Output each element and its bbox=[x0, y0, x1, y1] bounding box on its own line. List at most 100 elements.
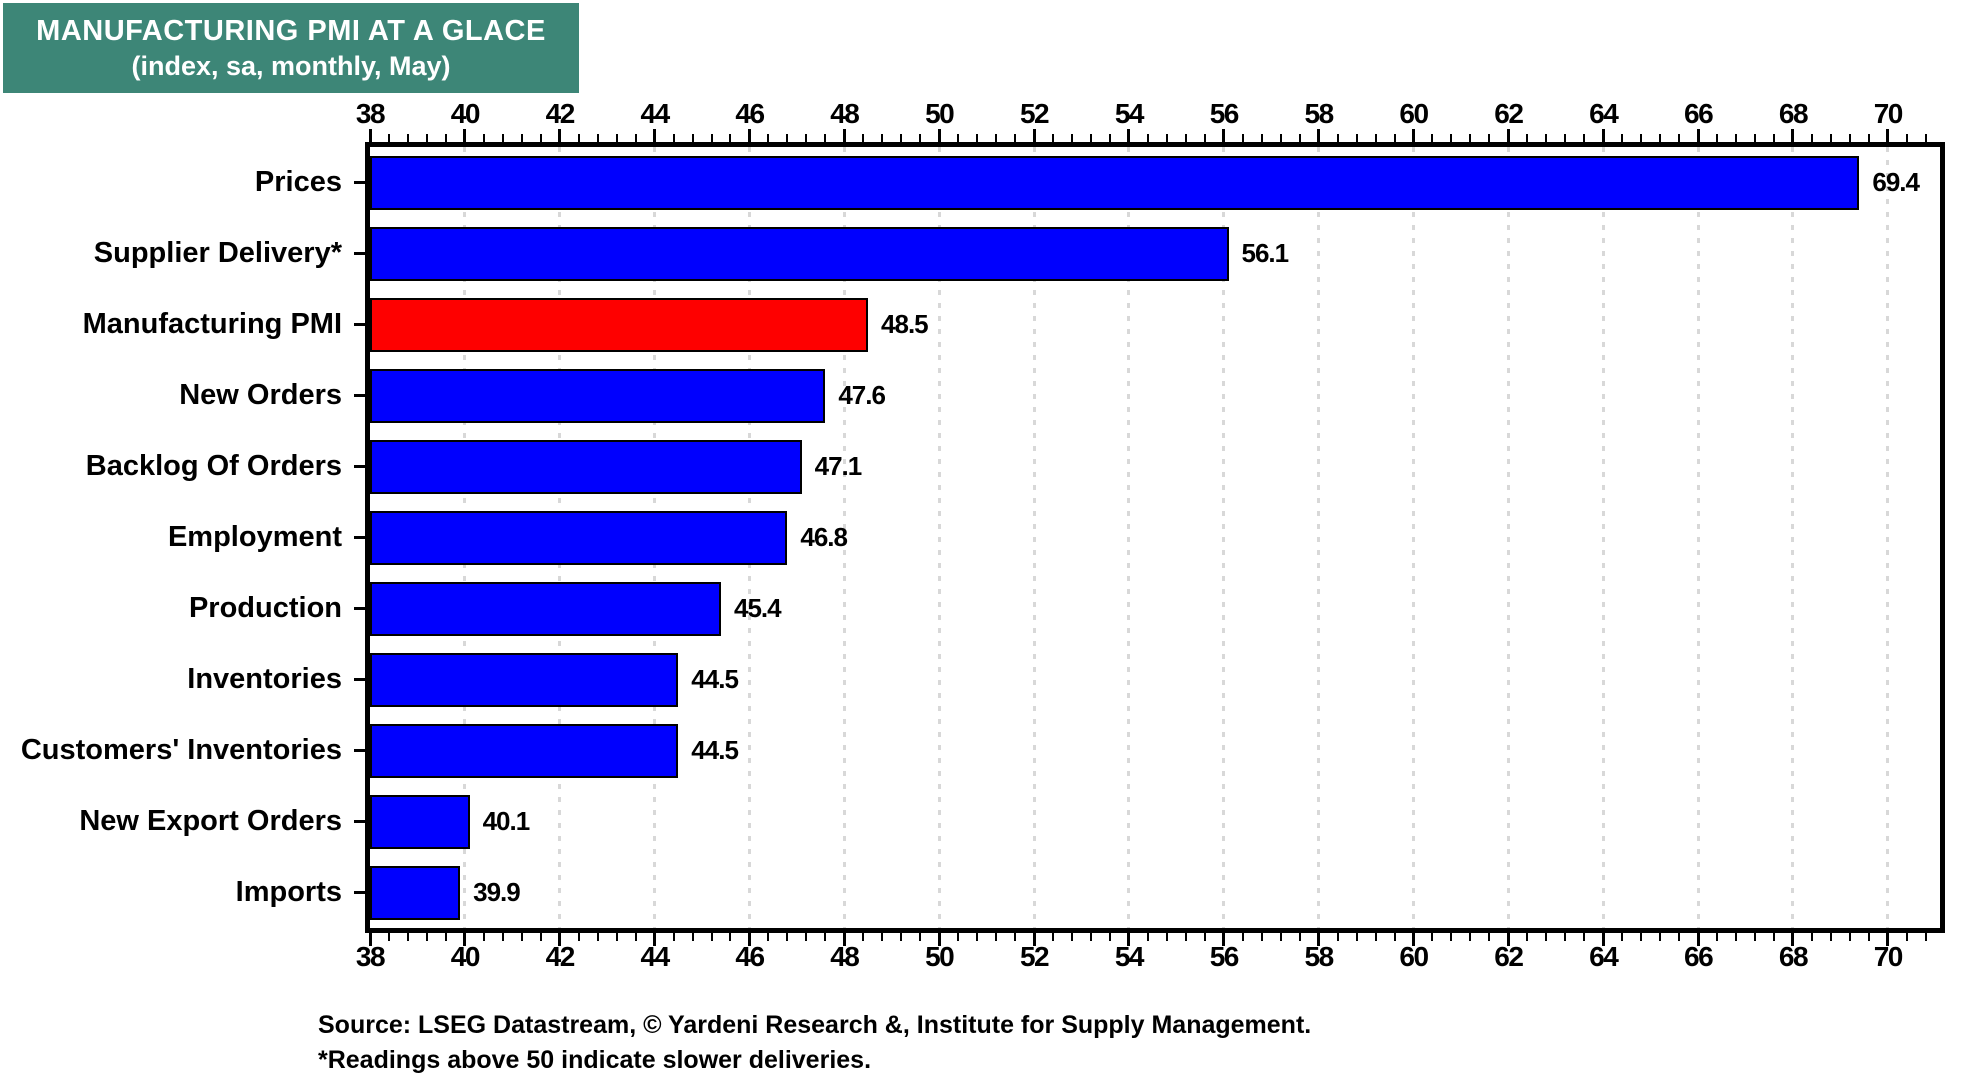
category-axis: Prices Supplier Delivery* Manufacturing PM… bbox=[0, 147, 342, 928]
minor-tick-bottom bbox=[596, 933, 599, 941]
minor-tick-top bbox=[406, 134, 409, 142]
minor-tick-top bbox=[520, 134, 523, 142]
minor-tick-top bbox=[1089, 134, 1092, 142]
minor-tick-bottom bbox=[1640, 933, 1643, 941]
minor-tick-bottom bbox=[1526, 933, 1529, 941]
x-axis-label-bottom: 50 bbox=[925, 941, 955, 972]
bar-value-label: 69.4 bbox=[1872, 167, 1920, 197]
major-tick-top bbox=[1601, 129, 1605, 142]
x-axis-label-top: 40 bbox=[450, 98, 481, 129]
major-tick-bottom bbox=[1791, 933, 1795, 946]
minor-tick-bottom bbox=[1355, 933, 1358, 941]
minor-tick-bottom bbox=[824, 933, 827, 941]
minor-tick-top bbox=[1678, 134, 1681, 142]
gridline bbox=[1032, 147, 1036, 928]
minor-tick-bottom bbox=[1735, 933, 1738, 941]
category-label: Customers' Inventories bbox=[20, 734, 342, 766]
minor-tick-top bbox=[1829, 134, 1832, 142]
major-tick-top bbox=[1791, 129, 1795, 142]
bar-value-label: 47.1 bbox=[814, 451, 863, 481]
category-label: Manufacturing PMI bbox=[82, 308, 342, 340]
minor-tick-top bbox=[577, 134, 580, 142]
minor-tick-bottom bbox=[634, 933, 637, 941]
minor-tick-bottom bbox=[957, 933, 960, 941]
major-tick-top bbox=[1127, 129, 1131, 142]
minor-tick-bottom bbox=[1754, 933, 1756, 941]
minor-tick-top bbox=[1659, 134, 1662, 142]
minor-tick-bottom bbox=[1545, 933, 1548, 941]
minor-tick-top bbox=[1146, 134, 1149, 142]
bar-value-label: 48.5 bbox=[881, 309, 929, 339]
minor-tick-bottom bbox=[1241, 933, 1244, 941]
minor-tick-bottom bbox=[1431, 933, 1434, 941]
minor-tick-top bbox=[539, 134, 542, 142]
minor-tick-top bbox=[1165, 134, 1168, 142]
minor-tick-top bbox=[1640, 134, 1643, 142]
minor-tick-bottom bbox=[1716, 933, 1719, 941]
x-axis-label-bottom: 42 bbox=[545, 941, 576, 972]
minor-tick-top bbox=[957, 134, 960, 142]
bar bbox=[370, 226, 1229, 281]
minor-tick-top bbox=[805, 134, 808, 142]
minor-tick-top bbox=[1393, 134, 1396, 142]
bar bbox=[370, 581, 721, 636]
major-tick-bottom bbox=[747, 933, 751, 946]
minor-tick-bottom bbox=[1621, 933, 1624, 941]
minor-tick-bottom bbox=[729, 933, 732, 941]
major-tick-top bbox=[747, 129, 751, 142]
major-tick-top bbox=[1222, 129, 1226, 142]
major-tick-bottom bbox=[558, 933, 562, 946]
bar bbox=[370, 865, 461, 920]
category-tick bbox=[354, 252, 365, 255]
x-axis-label-top: 50 bbox=[925, 98, 955, 129]
minor-tick-top bbox=[1469, 134, 1472, 142]
minor-tick-bottom bbox=[1374, 933, 1377, 941]
x-axis-label-top: 52 bbox=[1019, 98, 1050, 129]
major-tick-top bbox=[1032, 129, 1036, 142]
category-tick bbox=[354, 181, 365, 184]
minor-tick-top bbox=[691, 134, 694, 142]
x-axis-label-bottom: 68 bbox=[1778, 941, 1809, 972]
x-axis-label-top: 62 bbox=[1494, 98, 1524, 129]
minor-tick-top bbox=[995, 134, 998, 142]
minor-tick-bottom bbox=[1336, 933, 1339, 941]
minor-tick-bottom bbox=[672, 933, 675, 941]
minor-tick-bottom bbox=[1905, 933, 1908, 941]
minor-tick-top bbox=[862, 134, 865, 142]
major-tick-top bbox=[1886, 129, 1890, 142]
major-tick-top bbox=[653, 129, 657, 142]
category-label: New Export Orders bbox=[79, 805, 342, 837]
major-tick-bottom bbox=[368, 933, 372, 946]
minor-tick-bottom bbox=[1848, 933, 1851, 941]
x-axis-label-bottom: 52 bbox=[1019, 941, 1050, 972]
minor-tick-top bbox=[824, 134, 827, 142]
minor-tick-top bbox=[1070, 134, 1073, 142]
minor-tick-bottom bbox=[1659, 933, 1662, 941]
minor-tick-top bbox=[1716, 134, 1719, 142]
minor-tick-bottom bbox=[1810, 933, 1813, 941]
x-axis-label-bottom: 62 bbox=[1494, 941, 1524, 972]
x-axis-label-bottom: 64 bbox=[1589, 941, 1619, 972]
minor-tick-bottom bbox=[1108, 933, 1111, 941]
minor-tick-bottom bbox=[767, 933, 770, 941]
plot-area: 69.4 56.1 48.5 47.6 47.1 46.8 45.4 44.5 44.5 40.1… bbox=[354, 129, 1945, 946]
footnote-line: *Readings above 50 indicate slower deliv… bbox=[318, 1046, 872, 1074]
minor-tick-bottom bbox=[1165, 933, 1168, 941]
x-axis-label-top: 68 bbox=[1778, 98, 1809, 129]
major-tick-top bbox=[463, 129, 467, 142]
minor-tick-bottom bbox=[805, 933, 808, 941]
x-axis-label-top: 48 bbox=[830, 98, 860, 129]
minor-tick-bottom bbox=[482, 933, 485, 941]
major-tick-bottom bbox=[1696, 933, 1700, 946]
category-tick bbox=[354, 891, 365, 894]
gridline bbox=[1601, 147, 1605, 928]
minor-tick-top bbox=[1279, 134, 1282, 142]
x-axis-label-top: 42 bbox=[545, 98, 576, 129]
minor-tick-bottom bbox=[1867, 933, 1870, 941]
major-tick-bottom bbox=[1886, 933, 1890, 946]
bar bbox=[370, 652, 679, 707]
x-axis-label-bottom: 54 bbox=[1114, 941, 1145, 972]
x-axis-label-bottom: 44 bbox=[640, 941, 671, 972]
category-tick bbox=[354, 820, 365, 823]
major-tick-bottom bbox=[463, 933, 467, 946]
